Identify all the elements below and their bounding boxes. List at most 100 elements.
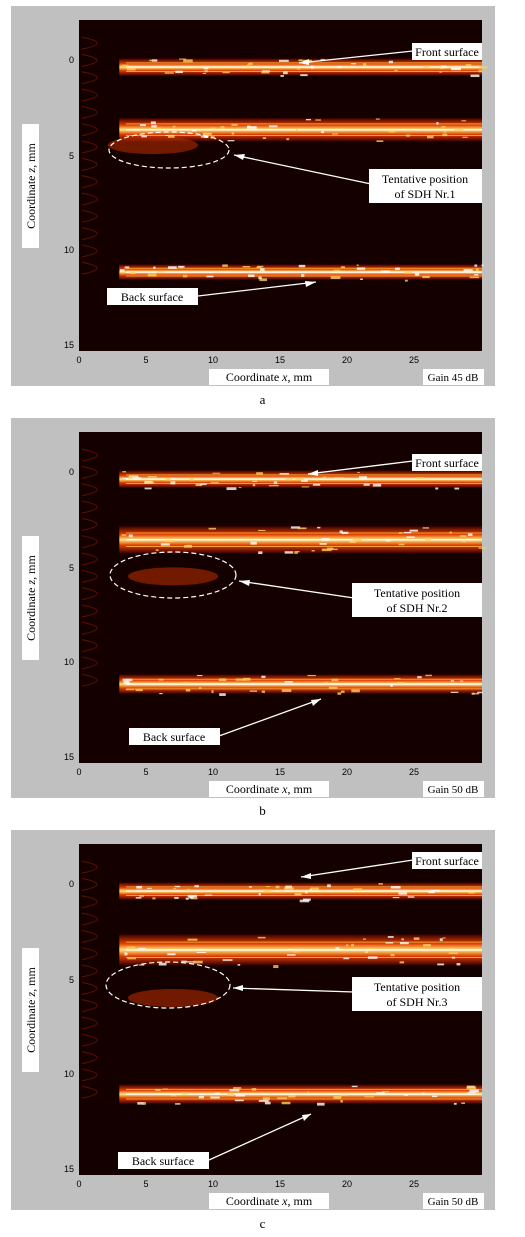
- heatmap-speckle: [295, 477, 304, 481]
- wavefront-arc: [81, 947, 98, 961]
- x-axis: 0 5 10 15 20 25: [76, 1179, 419, 1189]
- svg-text:Front surface: Front surface: [415, 45, 479, 59]
- heatmap-speckle: [195, 483, 203, 487]
- heatmap-speckle: [132, 477, 141, 479]
- heatmap-speckle: [449, 531, 452, 534]
- heatmap-speckle: [189, 477, 194, 481]
- heatmap-speckle: [164, 72, 174, 74]
- heatmap-speckle: [423, 66, 429, 68]
- heatmap-speckle: [309, 888, 312, 891]
- heatmap-speckle: [477, 691, 483, 694]
- heatmap-speckle: [170, 1095, 177, 1097]
- heatmap-speckle: [468, 891, 475, 894]
- wavefront-arc: [81, 639, 98, 653]
- heatmap-speckle: [262, 70, 270, 72]
- heatmap-speckle: [310, 887, 319, 891]
- wavefront-arc: [81, 448, 98, 462]
- heatmap-speckle: [297, 68, 301, 70]
- heatmap-speckle: [198, 687, 202, 689]
- heatmap-speckle: [273, 965, 279, 969]
- wavefront-arc: [81, 517, 98, 531]
- heatmap-speckle: [193, 960, 203, 964]
- heatmap-speckle: [294, 893, 302, 896]
- heatmap-speckle: [222, 959, 233, 961]
- heatmap-speckle: [481, 264, 484, 267]
- heatmap-speckle: [251, 683, 256, 685]
- heatmap-speckle: [280, 75, 284, 77]
- heatmap-speckle: [478, 66, 488, 69]
- heatmap-speckle: [185, 897, 189, 900]
- heatmap-speckle: [122, 471, 127, 473]
- heatmap-speckle: [259, 278, 267, 282]
- heatmap-speckle: [189, 896, 194, 899]
- wavefront-arc: [81, 912, 98, 926]
- heatmap-speckle: [346, 944, 349, 947]
- heatmap-speckle: [160, 543, 170, 546]
- heatmap-speckle: [119, 269, 125, 272]
- sdh-reflection: [128, 567, 219, 586]
- caption-a: a: [259, 392, 266, 407]
- heatmap-speckle: [136, 885, 143, 889]
- svg-text:Back surface: Back surface: [121, 290, 183, 304]
- heatmap-speckle: [359, 476, 368, 479]
- heatmap-speckle: [285, 478, 293, 481]
- heatmap-speckle: [202, 132, 212, 136]
- heatmap-speckle: [474, 273, 479, 276]
- svg-text:Tentative position: Tentative position: [382, 172, 468, 186]
- wavefront-arc: [81, 500, 98, 514]
- heatmap-speckle: [220, 126, 225, 129]
- heatmap-speckle: [404, 1094, 409, 1096]
- heatmap-speckle: [261, 675, 266, 678]
- heatmap-speckle: [138, 947, 147, 950]
- heatmap-speckle: [387, 936, 394, 938]
- heatmap-speckle: [450, 947, 454, 950]
- heatmap-speckle: [315, 479, 318, 481]
- heatmap-speckle: [296, 551, 300, 553]
- heatmap-speckle: [307, 1091, 310, 1093]
- heatmap-speckle: [295, 128, 299, 131]
- heatmap-speckle: [286, 138, 290, 141]
- heatmap-speckle: [356, 267, 366, 270]
- heatmap-speckle: [454, 487, 460, 490]
- heatmap-speckle: [231, 132, 235, 135]
- heatmap-speckle: [165, 477, 171, 481]
- heatmap-speckle: [321, 537, 330, 541]
- heatmap-speckle: [210, 482, 219, 484]
- wavefront-arc: [81, 53, 98, 67]
- heatmap-speckle: [294, 551, 298, 554]
- heatmap-speckle: [351, 689, 360, 693]
- x-tick-15: 15: [275, 767, 285, 777]
- heatmap-speckle: [378, 883, 383, 885]
- heatmap-speckle: [258, 892, 261, 896]
- heatmap-speckle: [394, 69, 398, 72]
- heatmap-speckle: [152, 59, 158, 62]
- heatmap-speckle: [440, 65, 447, 69]
- heatmap-speckle: [185, 688, 191, 692]
- heatmap-speckle: [398, 892, 408, 895]
- heatmap-speckle: [422, 275, 430, 279]
- x-axis-label: Coordinate x, mm: [209, 369, 329, 385]
- wavefront-arc: [81, 587, 98, 601]
- heatmap-speckle: [364, 951, 369, 953]
- heatmap-speckle: [367, 956, 378, 959]
- wavefront-arc: [81, 1068, 98, 1082]
- heatmap-speckle: [157, 127, 162, 130]
- heatmap-speckle: [404, 271, 413, 274]
- heatmap-speckle: [261, 690, 266, 693]
- heatmap-speckle: [173, 887, 177, 890]
- heatmap-speckle: [284, 887, 294, 890]
- heatmap-speckle: [209, 271, 212, 274]
- heatmap-speckle: [310, 65, 314, 69]
- heatmap-speckle: [363, 483, 370, 486]
- heatmap-speckle: [337, 692, 342, 695]
- heatmap-speckle: [298, 59, 303, 62]
- x-tick-25: 25: [409, 355, 419, 365]
- heatmap-speckle: [311, 550, 315, 552]
- heatmap-speckle: [442, 133, 448, 137]
- heatmap-speckle: [381, 1091, 390, 1093]
- x-axis-label: Coordinate x, mm: [209, 781, 329, 797]
- y-tick-5: 5: [69, 975, 74, 985]
- y-axis: 0 5 10 15: [64, 879, 74, 1174]
- heatmap-speckle: [459, 535, 467, 538]
- heatmap-speckle: [135, 897, 142, 899]
